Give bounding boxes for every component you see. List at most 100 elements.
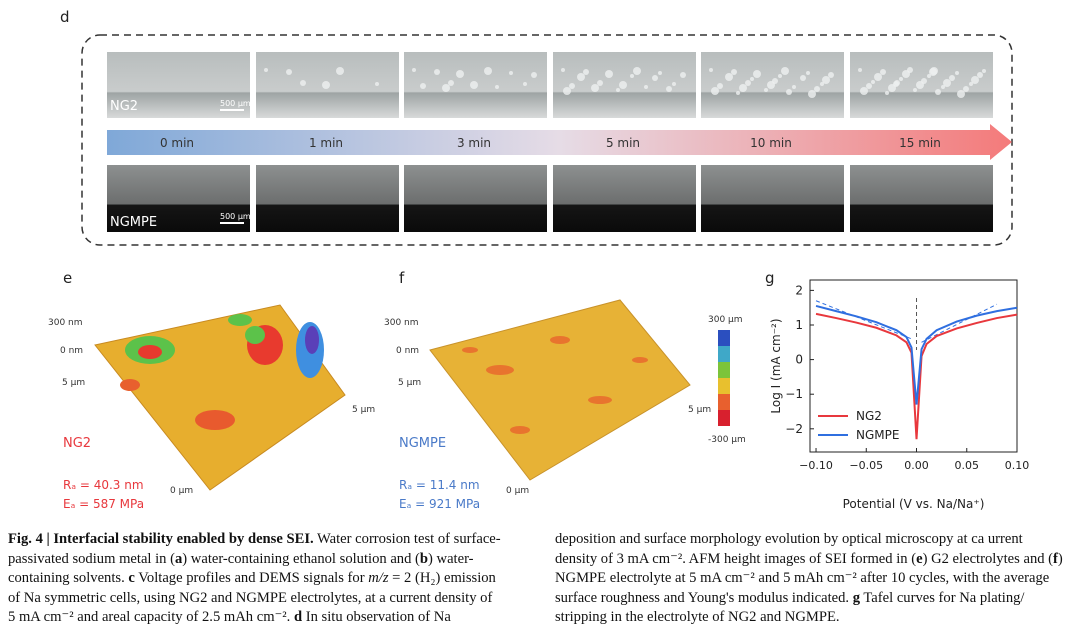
tangent-line — [815, 300, 912, 340]
crystal — [982, 69, 986, 73]
caption-line: 5 mA cm⁻² and areal capacity of 2.5 mAh … — [8, 608, 501, 628]
caption-text: passivated sodium metal in ( — [8, 550, 175, 567]
crystal — [764, 88, 768, 92]
crystal — [672, 82, 676, 86]
crystal — [563, 87, 571, 95]
crystal — [456, 70, 464, 78]
line-series — [815, 312, 1018, 440]
caption-text: b — [419, 550, 429, 567]
y-tick-label: 0 — [795, 353, 803, 367]
caption-text: surface roughness and Young's modulus in… — [555, 589, 853, 606]
caption-text: In situ observation of Na — [302, 609, 451, 625]
caption-text: a — [175, 550, 183, 567]
crystal — [808, 90, 816, 98]
crystal — [523, 82, 527, 86]
time-label: 3 min — [457, 136, 491, 150]
panel-label: g — [765, 269, 775, 287]
x-tick-label: 0.05 — [955, 459, 980, 472]
crystal — [949, 75, 955, 81]
crystal — [731, 69, 737, 75]
time-label: 5 min — [606, 136, 640, 150]
axis-label: 5 μm — [398, 378, 421, 388]
caption-text: Fig. 4 | Interfacial stability enabled b… — [8, 531, 314, 547]
crystal — [286, 69, 292, 75]
caption-text: e — [916, 550, 923, 567]
caption-right: deposition and surface morphology evolut… — [555, 530, 1063, 628]
photo-bottom — [850, 165, 993, 232]
roughness: Rₐ = 11.4 nm — [399, 478, 480, 492]
crystal — [605, 70, 613, 78]
crystal — [577, 73, 585, 81]
crystal — [322, 81, 330, 89]
axis-label: 5 μm — [62, 378, 85, 388]
caption-text: c — [128, 570, 135, 586]
panel-label: d — [60, 8, 70, 26]
crystal — [709, 68, 713, 72]
caption-line: Fig. 4 | Interfacial stability enabled b… — [8, 530, 501, 550]
crystal — [619, 81, 627, 89]
crystal — [822, 76, 830, 84]
y-tick-label: 2 — [795, 283, 803, 297]
crystal — [569, 83, 575, 89]
crystal — [977, 72, 983, 78]
crystal — [921, 78, 927, 84]
caption-text: = 2 (H₂) emission — [388, 570, 496, 586]
crystal — [725, 73, 733, 81]
colorbar — [718, 330, 730, 426]
caption-text: Voltage profiles and DEMS signals for — [134, 570, 369, 586]
axis-label: 0 nm — [396, 346, 419, 356]
axis-label: 0 μm — [170, 486, 193, 496]
crystal — [806, 71, 810, 75]
photo-bottom — [107, 165, 250, 232]
sample-label: NGMPE — [110, 215, 157, 230]
caption-text: ) water- — [428, 550, 474, 567]
crystal — [434, 69, 440, 75]
crystal — [971, 76, 979, 84]
legend-label: NGMPE — [856, 428, 899, 442]
caption-line: of Na symmetric cells, using NG2 and NGM… — [8, 589, 501, 609]
crystal — [772, 78, 778, 84]
crystal — [860, 87, 868, 95]
caption-line: stripping in the electrolyte of NG2 and … — [555, 608, 1063, 628]
caption-line: passivated sodium metal in (a) water-con… — [8, 550, 501, 570]
y-tick-label: 1 — [795, 318, 803, 332]
crystal — [880, 69, 886, 75]
crystal — [470, 81, 478, 89]
caption-text: m/z — [368, 570, 389, 586]
caption-text: density of 3 mA cm⁻². AFM height images … — [555, 550, 917, 567]
modulus: Eₐ = 587 MPa — [63, 497, 144, 511]
crystal — [753, 70, 761, 78]
crystal — [644, 85, 648, 89]
crystal — [899, 77, 903, 81]
caption-text: stripping in the electrolyte of NG2 and … — [555, 609, 840, 625]
photo-bottom — [701, 165, 844, 232]
caption-left: Fig. 4 | Interfacial stability enabled b… — [8, 530, 501, 628]
crystal — [736, 91, 740, 95]
axis-label: 300 nm — [48, 318, 83, 328]
crystal — [745, 80, 751, 86]
axis-label: 5 μm — [352, 405, 375, 415]
crystal — [412, 68, 416, 72]
afm-features — [120, 314, 324, 430]
crystal — [717, 83, 723, 89]
scale-bar-label: 500 μm — [220, 212, 251, 221]
crystal — [680, 72, 686, 78]
crystal — [264, 68, 268, 72]
scale-bar-label: 500 μm — [220, 99, 251, 108]
caption-text: of Na symmetric cells, using NG2 and NGM… — [8, 589, 493, 606]
crystal — [957, 90, 965, 98]
y-tick-label: −2 — [785, 422, 803, 436]
time-label: 0 min — [160, 136, 194, 150]
crystal — [800, 75, 806, 81]
y-axis-label: Log I (mA cm⁻²) — [769, 318, 783, 413]
axis-label: 0 nm — [60, 346, 83, 356]
panel-label: e — [63, 269, 72, 287]
crystal — [781, 67, 789, 75]
caption-text: containing solvents. — [8, 570, 129, 586]
crystal — [531, 72, 537, 78]
caption-text: ) water-containing ethanol solution and … — [182, 550, 420, 567]
caption-text: d — [293, 609, 303, 625]
caption-text: 5 mA cm⁻² and areal capacity of 2.5 mAh … — [8, 609, 294, 625]
crystal — [750, 77, 754, 81]
